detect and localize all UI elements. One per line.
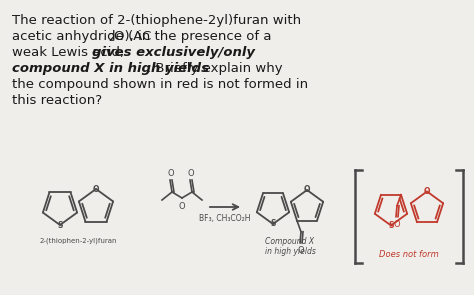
Text: O: O: [188, 169, 194, 178]
Text: BF₃, CH₃CO₂H: BF₃, CH₃CO₂H: [199, 214, 251, 223]
Text: this reaction?: this reaction?: [12, 94, 102, 107]
Text: O: O: [304, 186, 310, 194]
Text: O), in the presence of a: O), in the presence of a: [114, 30, 272, 43]
Text: O: O: [93, 184, 99, 194]
Text: 2-(thiophen-2-yl)furan: 2-(thiophen-2-yl)furan: [39, 237, 117, 243]
Text: acetic anhydride (AC: acetic anhydride (AC: [12, 30, 151, 43]
Text: O: O: [394, 220, 401, 229]
Text: O: O: [298, 246, 304, 255]
Text: 2: 2: [108, 33, 114, 43]
Text: S: S: [57, 220, 63, 230]
Text: . Briefly explain why: . Briefly explain why: [147, 62, 283, 75]
Text: S: S: [388, 221, 394, 230]
Text: O: O: [424, 187, 430, 196]
Text: The reaction of 2-(thiophene-2yl)furan with: The reaction of 2-(thiophene-2yl)furan w…: [12, 14, 301, 27]
Text: O: O: [168, 169, 174, 178]
Text: compound X in high yields: compound X in high yields: [12, 62, 209, 75]
Text: Compound X
in high yields: Compound X in high yields: [264, 237, 315, 256]
Text: gives exclusively/only: gives exclusively/only: [92, 46, 255, 59]
Text: the compound shown in red is not formed in: the compound shown in red is not formed …: [12, 78, 308, 91]
Text: O: O: [179, 202, 185, 211]
Text: S: S: [270, 219, 276, 229]
Text: weak Lewis acid,: weak Lewis acid,: [12, 46, 128, 59]
Text: Does not form: Does not form: [379, 250, 439, 259]
